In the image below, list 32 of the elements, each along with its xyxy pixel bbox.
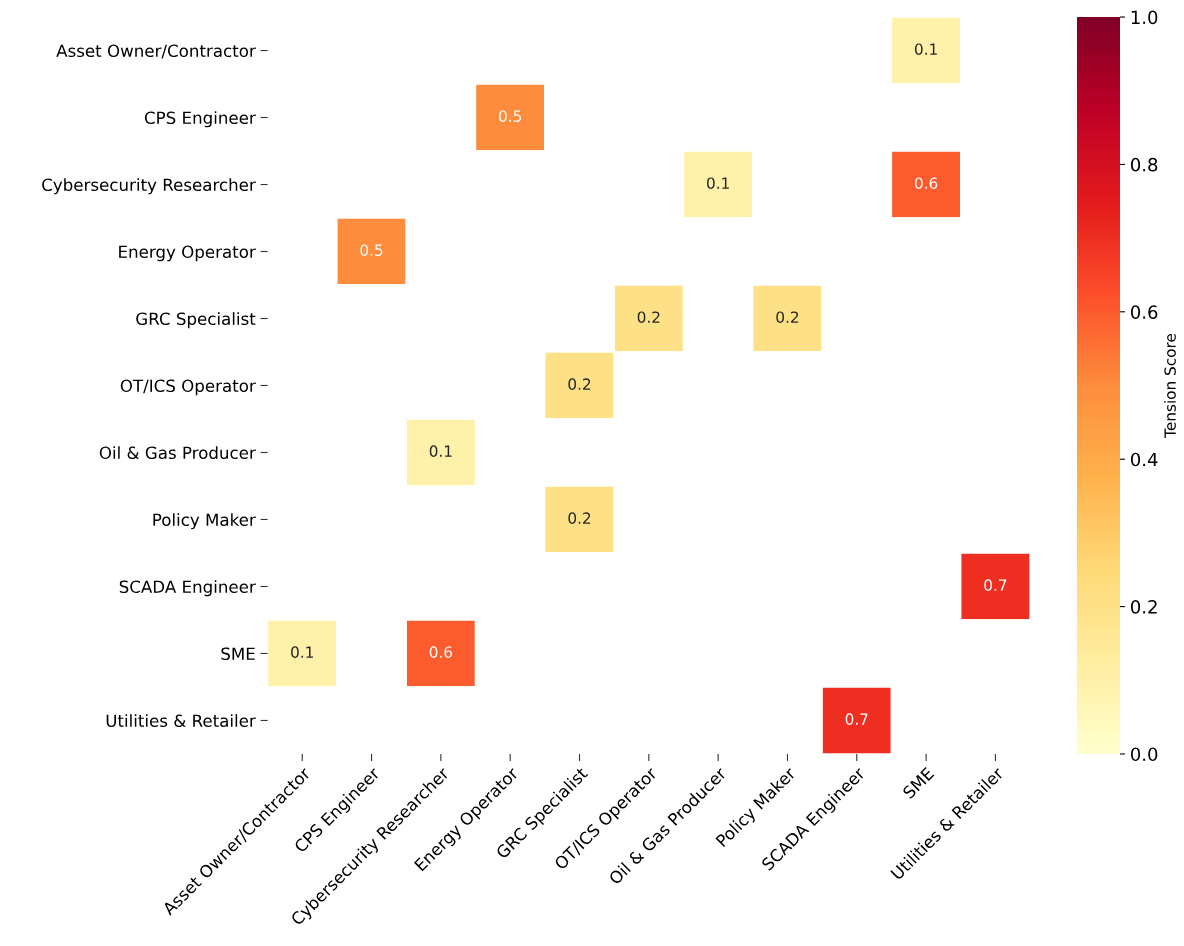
color-bar-label: 0.2: [1130, 600, 1157, 614]
y-tick-label: Policy Maker: [153, 513, 256, 530]
data-label: 0.5: [360, 244, 383, 256]
y-tick-label: GRC Specialist: [136, 312, 256, 329]
data-label: 0.2: [776, 311, 799, 323]
y-tick-label: SME: [221, 647, 255, 661]
data-label: 0.2: [568, 512, 591, 524]
data-label: 0.1: [914, 43, 937, 55]
data-label: 0.1: [429, 445, 452, 457]
y-tick-label: Cybersecurity Researcher: [42, 178, 256, 195]
color-bar-label: 1.0: [1131, 10, 1158, 25]
data-label: 0.5: [499, 110, 522, 122]
data-label: 0.7: [984, 579, 1007, 591]
data-label: 0.6: [429, 646, 453, 658]
y-tick-label: Utilities & Retailer: [106, 714, 256, 728]
y-tick-label: Energy Operator: [119, 245, 256, 262]
y-tick-label: Asset Owner/Contractor: [56, 44, 256, 59]
color-bar-label: 0.0: [1130, 747, 1158, 762]
y-tick-label: OT/ICS Operator: [120, 379, 256, 396]
color-bar-label: 0.6: [1130, 305, 1158, 319]
data-label: 0.1: [707, 177, 729, 189]
y-tick-label: SCADA Engineer: [119, 580, 256, 597]
color-bar-label: 0.8: [1130, 157, 1158, 172]
data-label: 0.6: [914, 177, 938, 189]
y-tick-label: CPS Engineer: [144, 111, 256, 128]
data-label: 0.7: [845, 713, 868, 725]
color-bar-title: Tension Score: [1164, 333, 1176, 438]
y-tick-label: Oil & Gas Producer: [99, 446, 256, 460]
data-label: 0.2: [637, 311, 660, 323]
color-bar-label: 0.4: [1130, 452, 1158, 467]
data-label: 0.2: [568, 378, 591, 390]
data-label: 0.1: [291, 646, 313, 658]
